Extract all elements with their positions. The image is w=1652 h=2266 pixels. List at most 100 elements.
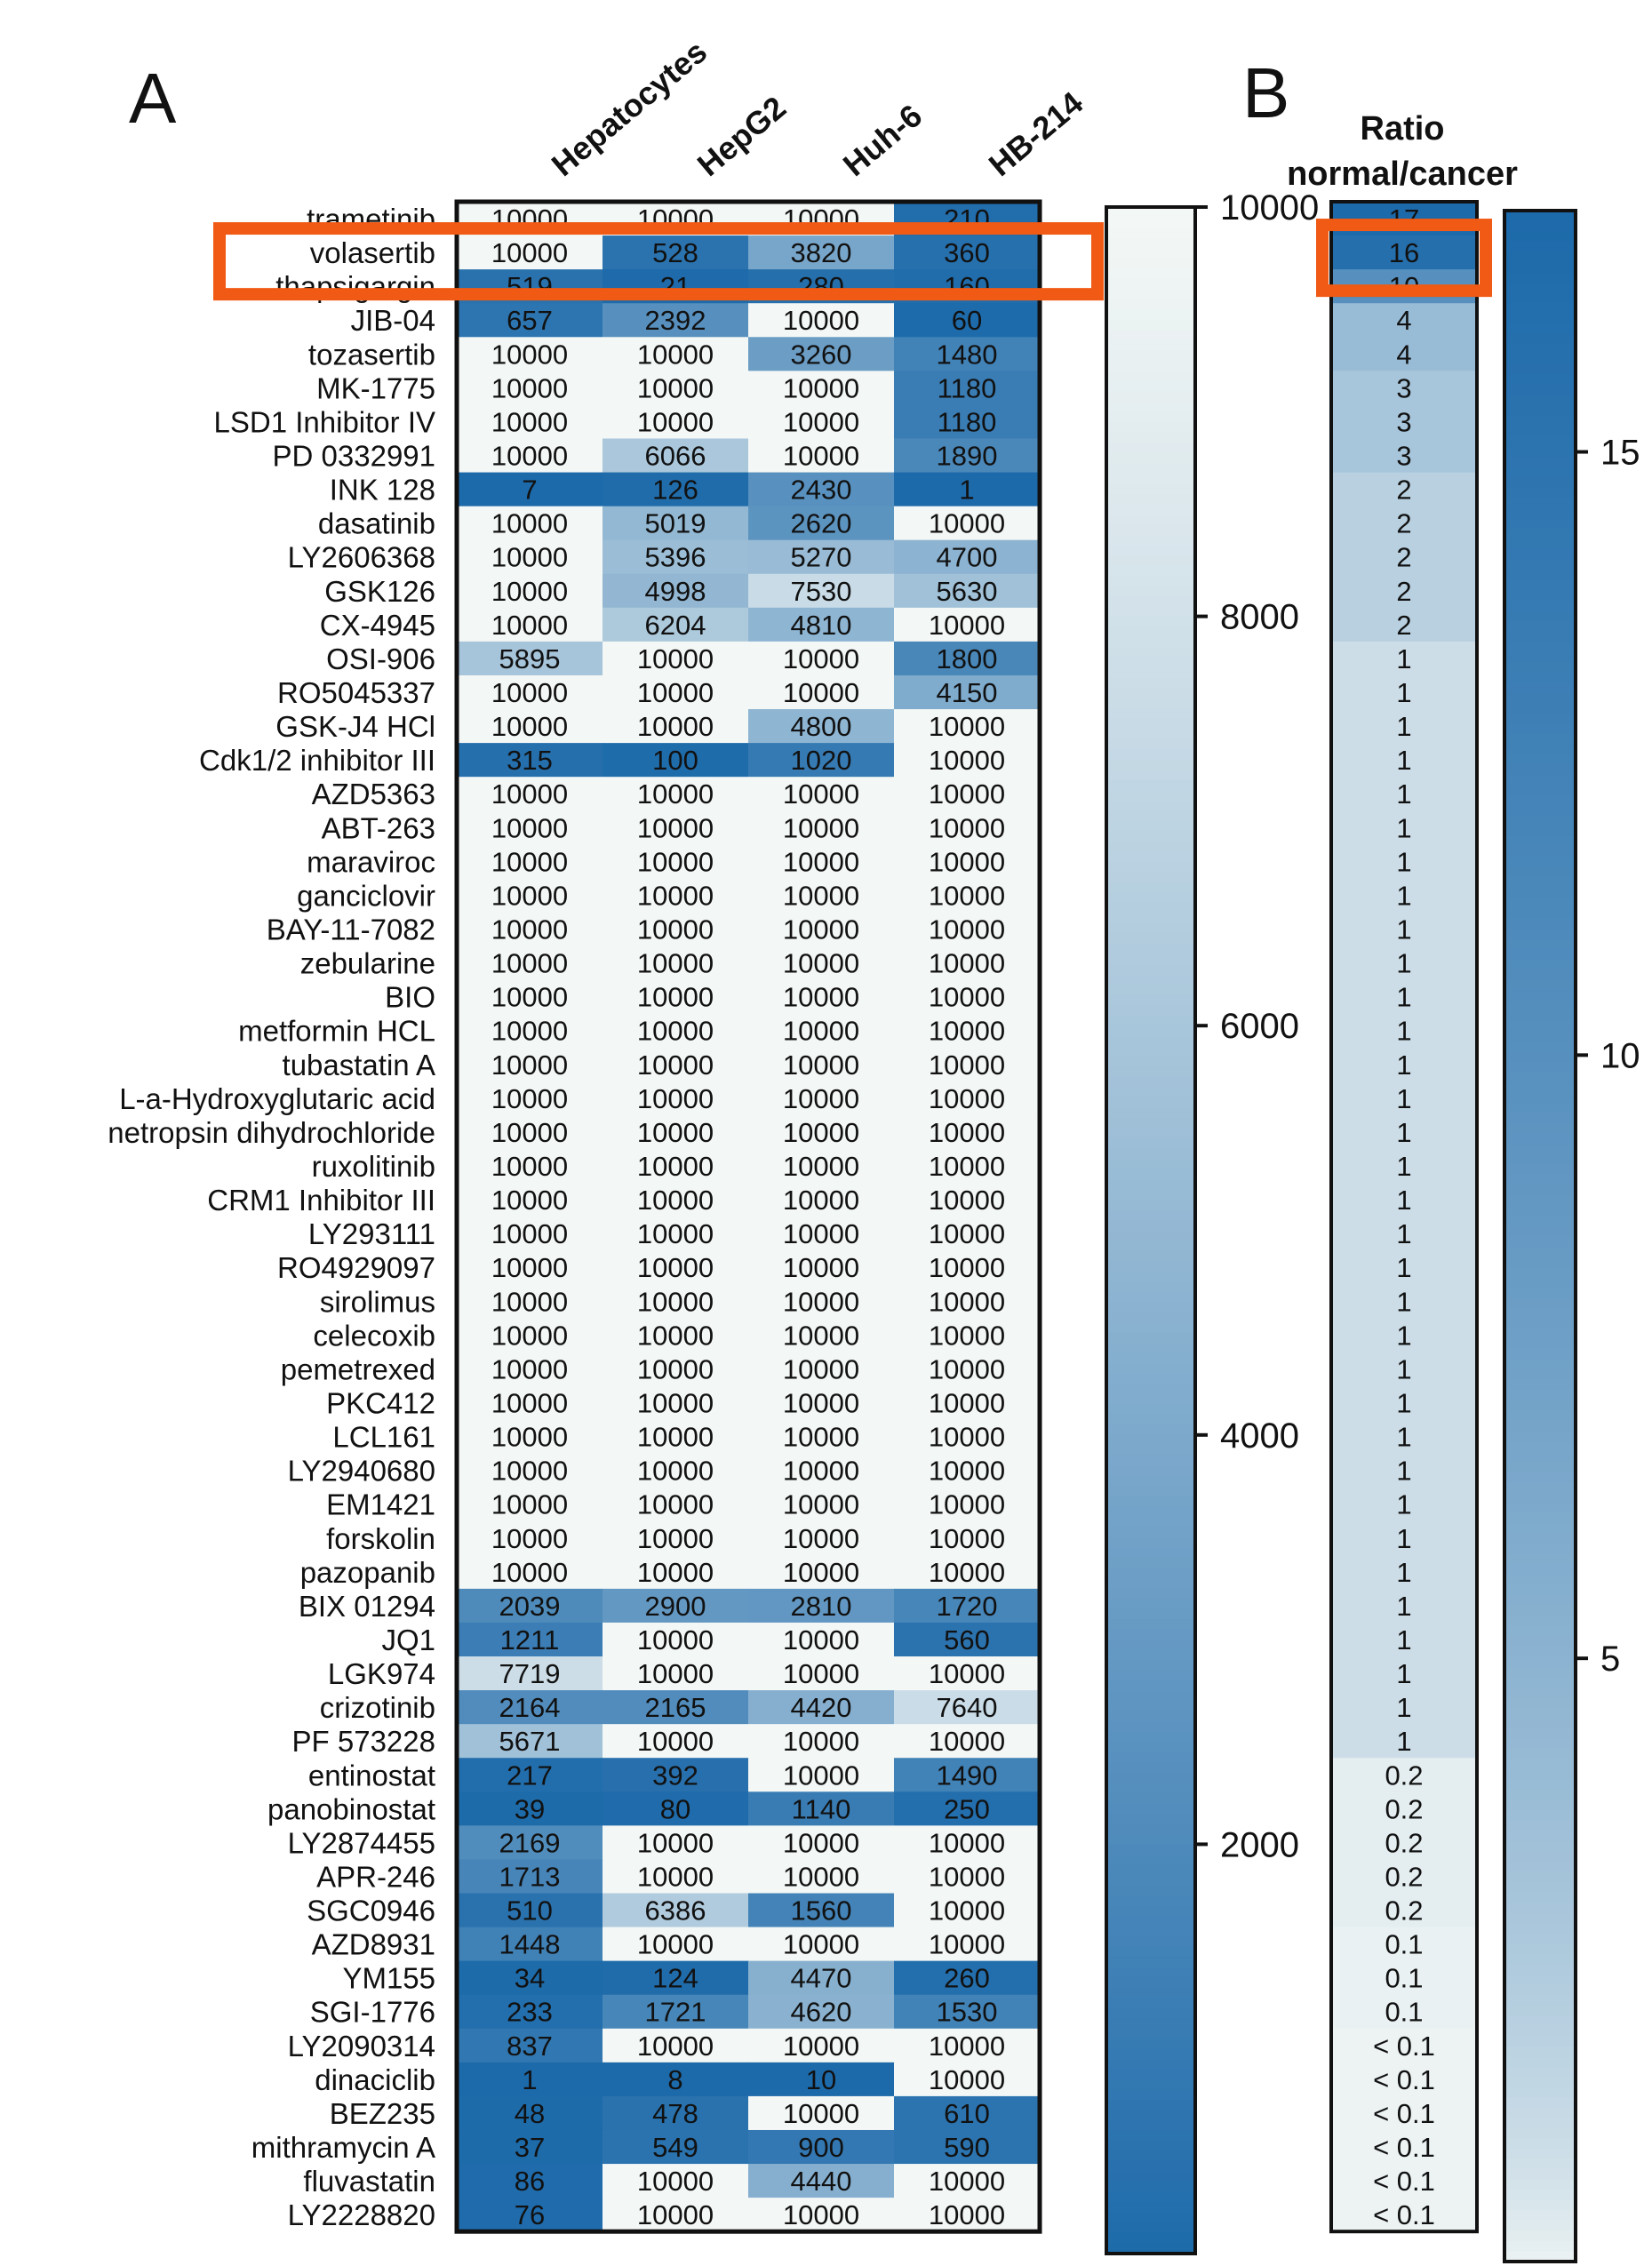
cell-value: 10000 (637, 1489, 714, 1520)
ratio-value: 2 (1396, 475, 1411, 506)
colorbar-a-segment (1106, 1588, 1195, 1600)
colorbar-b-segment (1504, 620, 1576, 633)
cell-value: 10000 (783, 1016, 859, 1047)
cell-value: 10000 (783, 1557, 859, 1588)
ratio-cell (1331, 1758, 1477, 1792)
ratio-value: 1 (1396, 1049, 1411, 1081)
cell-value: 1211 (500, 1624, 560, 1656)
colorbar-a-segment (1106, 1721, 1195, 1733)
cell-value: 1448 (499, 1929, 561, 1960)
row-label: crizotinib (320, 1691, 435, 1724)
colorbar-a-segment (1106, 688, 1195, 699)
colorbar-b-segment (1504, 1749, 1576, 1760)
heatmap-cell (894, 810, 1041, 845)
cell-value: 10000 (637, 677, 714, 708)
cell-value: 6204 (645, 610, 706, 641)
colorbar-a-segment (1106, 1731, 1195, 1743)
colorbar-a-segment (1106, 738, 1195, 751)
heatmap-cell (457, 1690, 603, 1725)
heatmap-cell (894, 641, 1041, 676)
colorbar-a-segment (1106, 473, 1195, 484)
colorbar-a-segment (1106, 2089, 1195, 2102)
colorbar-a-segment (1106, 391, 1195, 403)
colorbar-b-segment (1504, 1061, 1576, 1073)
colorbar-a-segment (1106, 432, 1195, 443)
heatmap-cell (748, 1114, 895, 1150)
ratio-cell (1331, 2028, 1477, 2063)
ratio-cell (1331, 506, 1477, 541)
cell-value: 360 (944, 237, 990, 268)
colorbar-b-segment (1504, 1553, 1576, 1566)
colorbar-b-segment (1504, 815, 1576, 827)
row-label: LY2606368 (288, 541, 435, 574)
colorbar-b-tick-label: 5 (1600, 1640, 1620, 1679)
cell-value: 10000 (929, 1218, 1005, 1249)
heatmap-cell (894, 979, 1041, 1015)
colorbar-b-segment (1504, 1544, 1576, 1555)
colorbar-b-segment (1504, 764, 1576, 776)
heatmap-cell (603, 1520, 749, 1556)
row-label: RO4929097 (277, 1251, 435, 1284)
cell-value: 10000 (783, 2199, 859, 2230)
heatmap-row-labels: trametinibvolasertibthapsigarginJIB-04to… (108, 203, 435, 2231)
heatmap-cell (603, 743, 749, 778)
heatmap-cell (894, 1013, 1041, 1049)
ratio-value: 1 (1396, 1218, 1411, 1249)
heatmap-cell (748, 1148, 895, 1184)
row-label: dasatinib (318, 507, 435, 540)
heatmap-cell (894, 573, 1041, 609)
cell-value: 10000 (783, 1489, 859, 1520)
colorbar-b-segment (1504, 2251, 1576, 2262)
colorbar-a-segment (1106, 729, 1195, 740)
heatmap-cell (748, 1352, 895, 1387)
ratio-value: < 0.1 (1373, 2199, 1435, 2230)
heatmap-cell (748, 1622, 895, 1657)
cell-value: 392 (652, 1759, 698, 1791)
colorbar-a-segment (1106, 851, 1195, 863)
colorbar-a-segment (1106, 1895, 1195, 1907)
colorbar-a-segment (1106, 2018, 1195, 2030)
heatmap-cell (748, 674, 895, 710)
colorbar-a-segment (1106, 217, 1195, 229)
heatmap-cell (603, 878, 749, 914)
ratio-cell (1331, 371, 1477, 406)
ratio-cell (1331, 1013, 1477, 1049)
colorbar-a-segment (1106, 1475, 1195, 1488)
heatmap-cell (457, 1352, 603, 1387)
colorbar-b-segment (1504, 1503, 1576, 1514)
colorbar-a-segment (1106, 1536, 1195, 1549)
cell-value: 1480 (937, 339, 998, 370)
ratio-cell (1331, 438, 1477, 474)
colorbar-a-segment (1106, 667, 1195, 679)
heatmap-cell (457, 371, 603, 406)
colorbar-a-segment (1106, 1619, 1195, 1631)
cell-value: 10000 (637, 1151, 714, 1182)
cell-value: 10000 (929, 1185, 1005, 1216)
ratio-cell (1331, 1893, 1477, 1928)
heatmap-cell (894, 607, 1041, 642)
colorbar-a-segment (1106, 2120, 1195, 2132)
colorbar-a-segment (1106, 1885, 1195, 1896)
heatmap-cell (457, 1554, 603, 1590)
cell-value: 1490 (937, 1759, 998, 1791)
colorbar-a-segment (1106, 380, 1195, 393)
ratio-cell (1331, 1994, 1477, 2030)
heatmap-cell (457, 1487, 603, 1522)
colorbar-a-segment (1106, 1496, 1195, 1508)
colorbar-b-segment (1504, 1000, 1576, 1012)
heatmap-cell (457, 878, 603, 914)
heatmap-cell (603, 810, 749, 845)
cell-value: 4150 (937, 677, 998, 708)
colorbar-a-segment (1106, 575, 1195, 587)
cell-value: 10000 (637, 914, 714, 945)
row-label: maraviroc (307, 845, 435, 878)
row-label: GSK-J4 HCl (275, 710, 435, 743)
colorbar-b-segment (1504, 2190, 1576, 2201)
heatmap-cell (457, 472, 603, 507)
colorbar-a-segment (1106, 2110, 1195, 2122)
heatmap-cell (894, 1487, 1041, 1522)
cell-value: 2620 (791, 508, 852, 539)
ratio-value: 1 (1396, 914, 1411, 945)
colorbar-b-segment (1504, 1892, 1576, 1904)
heatmap-cell (894, 371, 1041, 406)
